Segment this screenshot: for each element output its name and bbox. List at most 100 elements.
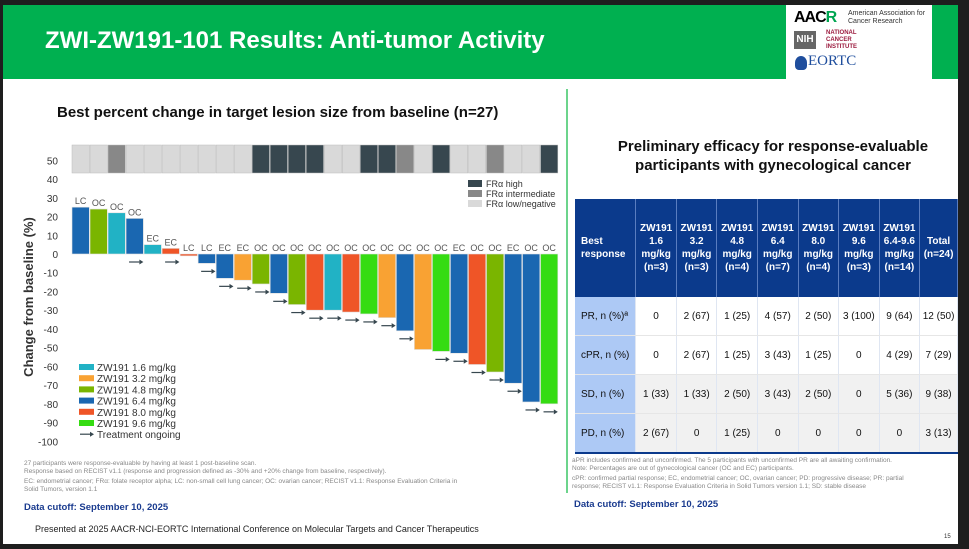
table-cell: 0 [757, 413, 799, 454]
bar [197, 253, 216, 264]
dose-legend-label: ZW191 3.2 mg/kg [97, 374, 176, 385]
bar [161, 248, 180, 255]
right-footnote-line: Note: Percentages are out of gynecologic… [572, 465, 794, 472]
table-cell: 0 [838, 374, 880, 414]
arrow-head-icon [553, 409, 558, 415]
tumor-type-label: OC [434, 243, 448, 253]
tumor-type-label: OC [272, 243, 286, 253]
right-footnotes: aPR includes confirmed and unconfirmed. … [572, 457, 952, 491]
table-cell: 4 (29) [879, 335, 921, 375]
y-tick-label: 40 [47, 175, 59, 186]
row-label: cPR, n (%) [575, 335, 637, 375]
y-tick-label: 20 [47, 213, 59, 224]
table-cell: 1 (25) [716, 413, 758, 454]
bar [89, 208, 108, 255]
table-cell: 0 [635, 297, 677, 336]
fra-cell [251, 144, 270, 174]
aacr-logo-text: American Association for Cancer Research [848, 10, 926, 25]
tumor-type-label: OC [290, 243, 304, 253]
table-title-line1: Preliminary efficacy for response-evalua… [617, 138, 929, 155]
left-footnotes: 27 participants were response-evaluable … [24, 460, 524, 494]
tumor-type-label: EC [453, 243, 466, 253]
y-tick-label: 10 [47, 231, 59, 242]
fra-cell [378, 144, 396, 174]
fra-cell [233, 144, 252, 174]
slide: ZWI-ZW191-101 Results: Anti-tumor Activi… [3, 5, 958, 544]
y-tick-label: -90 [44, 419, 59, 430]
fra-cell [197, 144, 216, 174]
fra-cell [342, 144, 360, 174]
column-header: ZW191 6.4-9.6 mg/kg (n=14) [879, 199, 921, 297]
table-cell: 0 [838, 335, 880, 375]
tumor-type-label: OC [470, 243, 484, 253]
tumor-type-label: EC [507, 243, 520, 253]
right-data-cutoff: Data cutoff: September 10, 2025 [574, 499, 719, 510]
bar [125, 218, 144, 255]
tumor-type-label: LC [75, 196, 87, 206]
arrow-head-icon [517, 388, 522, 394]
dose-legend-swatch [79, 375, 94, 382]
aacr-logo: AACR [794, 9, 837, 26]
fra-cell [215, 144, 234, 174]
table-cell: 2 (67) [676, 335, 718, 375]
bar [360, 253, 378, 315]
slide-title: ZWI-ZW191-101 Results: Anti-tumor Activi… [45, 27, 545, 54]
fra-legend-label: FRα intermediate [486, 189, 555, 199]
fra-cell [287, 144, 306, 174]
right-footnote-line: cPR: confirmed partial response; EC, end… [572, 475, 904, 482]
bar [432, 253, 450, 352]
y-tick-label: -30 [44, 306, 59, 317]
table-cell: 2 (67) [676, 297, 718, 336]
bar [396, 253, 414, 332]
bar [233, 253, 252, 281]
fra-cell [269, 144, 288, 174]
arrow-head-icon [265, 289, 270, 295]
left-footnote-line: Solid Tumors, version 1.1 [24, 486, 98, 493]
bar [323, 253, 342, 311]
fra-legend-swatch [468, 200, 482, 207]
y-tick-label: 0 [52, 250, 58, 261]
table-cell: 1 (33) [676, 374, 718, 414]
section-divider [566, 89, 568, 493]
arrow-head-icon [301, 310, 306, 316]
tumor-type-label: OC [128, 207, 142, 217]
ongoing-legend-label: Treatment ongoing [97, 430, 181, 441]
dose-legend-label: ZW191 6.4 mg/kg [97, 397, 176, 408]
tumor-type-label: OC [254, 243, 268, 253]
table-cell: 0 [838, 413, 880, 454]
bar [450, 253, 469, 354]
bar [251, 253, 270, 285]
fra-cell [89, 144, 108, 174]
bar [504, 253, 523, 384]
tumor-type-label: OC [488, 243, 502, 253]
tumor-type-label: LC [183, 243, 195, 253]
table-cell: 3 (13) [919, 413, 958, 454]
column-header: ZW191 1.6 mg/kg (n=3) [635, 199, 677, 297]
column-header: ZW191 3.2 mg/kg (n=3) [676, 199, 718, 297]
y-tick-label: -10 [44, 269, 59, 280]
table-title-line2: participants with gynecological cancer [635, 157, 911, 174]
fra-cell [540, 144, 559, 174]
bar [468, 253, 487, 365]
bar [341, 253, 360, 313]
table-row: PD, n (%) 2 (67) 0 1 (25) 0 0 0 0 3 (13) [575, 413, 958, 454]
fra-cell [306, 144, 324, 174]
left-footnote-line: Response based on RECIST v1.1 (response … [24, 468, 387, 475]
table-cell: 0 [798, 413, 840, 454]
table-row: PR, n (%)ª 0 2 (67) 1 (25) 4 (57) 2 (50) 3 (10… [575, 297, 958, 336]
fra-cell [125, 144, 144, 174]
dose-legend-label: ZW191 9.6 mg/kg [97, 419, 176, 430]
table-cell: 2 (50) [798, 374, 840, 414]
bar [305, 253, 324, 311]
tumor-type-label: LC [201, 243, 213, 253]
table-cell: 9 (38) [919, 374, 958, 414]
arrow-head-icon [481, 370, 486, 376]
eortc-logo-icon [795, 56, 807, 70]
fra-cell [179, 144, 198, 174]
dose-legend-label: ZW191 4.8 mg/kg [97, 385, 176, 396]
arrow-head-icon [337, 315, 342, 321]
fra-cell [486, 144, 505, 174]
dose-legend-swatch [79, 408, 94, 415]
fra-legend-swatch [468, 180, 482, 187]
fra-cell [161, 144, 180, 174]
